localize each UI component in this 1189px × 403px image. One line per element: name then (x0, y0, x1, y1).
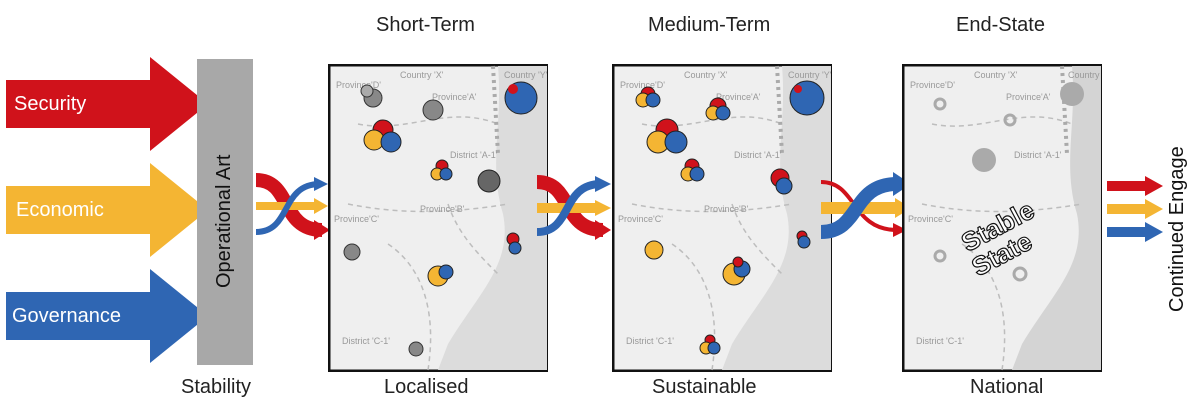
phase-title-medium-term: Medium-Term (648, 14, 771, 36)
country-x-label: Country 'X' (974, 70, 1018, 80)
connector-swirl-2 (536, 175, 611, 240)
province-c-label: Province'C' (908, 214, 953, 224)
map-medium-term: Province'D' Country 'X' Country 'Y' Prov… (612, 64, 832, 372)
security-arrow (6, 57, 200, 151)
phase-title-short-term: Short-Term (376, 14, 475, 36)
province-a-label: Province'A' (432, 92, 477, 102)
country-y-label: Country 'Y' (504, 70, 548, 80)
country-x-label: Country 'X' (400, 70, 444, 80)
governance-label: Governance (12, 305, 121, 327)
province-b-label: Province'B' (704, 204, 749, 214)
operational-art-bar (197, 59, 253, 365)
district-c1-label: District 'C-1' (342, 336, 390, 346)
district-a1-label: District 'A-1' (1014, 150, 1062, 160)
economic-label: Economic (16, 199, 104, 221)
province-a-label: Province'A' (1006, 92, 1051, 102)
province-d-label: Province'D' (336, 80, 381, 90)
operational-art-label: Operational Art (213, 154, 235, 288)
province-a-label: Province'A' (716, 92, 761, 102)
map-short-term: Province'D' Country 'X' Country 'Y' Prov… (328, 64, 548, 372)
connector-swirl-1 (255, 173, 330, 240)
country-y-label: Country 'Y' (788, 70, 832, 80)
phase-caption-localised: Localised (384, 376, 469, 398)
province-c-label: Province'C' (334, 214, 379, 224)
province-d-label: Province'D' (620, 80, 665, 90)
country-x-label: Country 'X' (684, 70, 728, 80)
province-b-label: Province'B' (420, 204, 465, 214)
phase-title-end-state: End-State (956, 14, 1045, 36)
map-end-state: Province'D' Country 'X' Country 'Y' Prov… (902, 64, 1102, 372)
economic-arrow (6, 163, 200, 257)
security-label: Security (14, 93, 87, 115)
province-c-label: Province'C' (618, 214, 663, 224)
country-y-label: Country 'Y' (1068, 70, 1102, 80)
presence-markers (635, 80, 825, 355)
governance-arrow (6, 269, 200, 363)
district-c1-label: District 'C-1' (916, 336, 964, 346)
stability-caption: Stability (181, 376, 252, 398)
district-a1-label: District 'A-1' (734, 150, 782, 160)
phase-caption-national: National (970, 376, 1044, 398)
continued-engagement-label: Continued Engage (1166, 146, 1188, 312)
presence-markers (343, 81, 538, 357)
continued-engagement-arrows (1107, 176, 1163, 242)
province-d-label: Province'D' (910, 80, 955, 90)
district-c1-label: District 'C-1' (626, 336, 674, 346)
pillar-arrows (6, 57, 200, 363)
district-a1-label: District 'A-1' (450, 150, 498, 160)
phase-caption-sustainable: Sustainable (652, 376, 757, 398)
